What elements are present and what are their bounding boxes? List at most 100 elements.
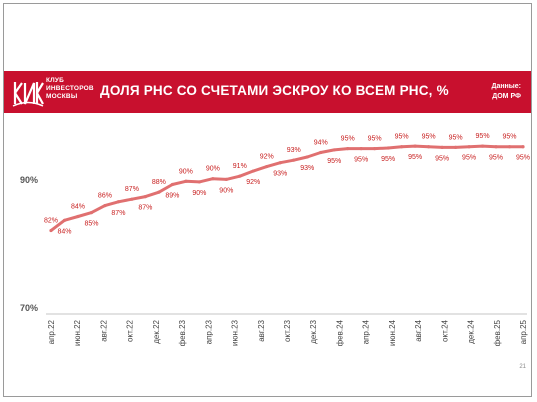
data-point bbox=[373, 147, 377, 151]
data-point bbox=[224, 177, 228, 181]
x-tick-label: окт.22 bbox=[126, 319, 135, 341]
data-point bbox=[453, 145, 458, 149]
x-tick-label: авг.24 bbox=[414, 319, 423, 341]
data-label: 94% bbox=[314, 139, 328, 146]
data-label: 95% bbox=[489, 155, 503, 162]
y-tick-label: 90% bbox=[20, 175, 38, 185]
data-label: 93% bbox=[273, 171, 287, 178]
header-banner: КЛУБ ИНВЕСТОРОВ МОСКВЫ ДОЛЯ РНС СО СЧЕТА… bbox=[4, 71, 531, 113]
data-point bbox=[292, 158, 296, 162]
x-tick-label: окт.23 bbox=[283, 319, 292, 341]
data-point bbox=[521, 145, 525, 149]
data-point bbox=[143, 195, 147, 199]
data-point bbox=[157, 190, 161, 194]
data-label: 95% bbox=[368, 136, 382, 143]
data-point bbox=[413, 144, 417, 148]
data-label: 87% bbox=[138, 205, 152, 212]
x-tick-label: фев.23 bbox=[178, 319, 187, 346]
data-point bbox=[197, 180, 201, 184]
data-label: 84% bbox=[57, 228, 71, 235]
x-tick-label: фев.25 bbox=[493, 319, 502, 346]
data-label: 93% bbox=[300, 165, 314, 172]
data-point bbox=[211, 177, 215, 181]
data-label: 90% bbox=[179, 168, 193, 175]
data-label: 92% bbox=[246, 179, 260, 186]
x-tick-label: июн.22 bbox=[73, 319, 82, 346]
data-point bbox=[332, 148, 336, 152]
data-label: 82% bbox=[44, 218, 58, 225]
y-tick-label: 70% bbox=[20, 303, 38, 313]
x-tick-label: авг.22 bbox=[99, 319, 108, 341]
data-label: 95% bbox=[462, 155, 476, 162]
escrow-share-chart: 70% 90% апр.22 июн.22 авг.22 окт.22 дек.22 фев.… bbox=[20, 133, 530, 346]
slide: КЛУБ ИНВЕСТОРОВ МОСКВЫ ДОЛЯ РНС СО СЧЕТА… bbox=[3, 3, 532, 397]
x-tick-label: июн.24 bbox=[388, 319, 397, 346]
data-label: 90% bbox=[206, 166, 220, 173]
club-logo-icon bbox=[10, 74, 46, 110]
data-point bbox=[386, 146, 390, 150]
data-label: 92% bbox=[260, 154, 274, 161]
data-label: 95% bbox=[408, 154, 422, 161]
data-point bbox=[49, 228, 53, 233]
data-point bbox=[184, 179, 188, 183]
data-label: 95% bbox=[354, 157, 368, 164]
data-label: 93% bbox=[287, 147, 301, 154]
data-point bbox=[507, 145, 512, 149]
data-point bbox=[76, 214, 80, 219]
data-label: 95% bbox=[381, 156, 395, 163]
data-point bbox=[278, 161, 282, 165]
data-point bbox=[89, 211, 94, 215]
x-tick-label: июн.23 bbox=[231, 319, 240, 346]
data-point bbox=[346, 147, 350, 151]
data-point bbox=[265, 164, 269, 169]
x-tick-label: апр.25 bbox=[519, 319, 528, 344]
x-tick-label: апр.23 bbox=[204, 319, 213, 344]
data-point bbox=[238, 174, 242, 178]
x-tick-label: дек.23 bbox=[309, 319, 318, 343]
x-tick-label: авг.23 bbox=[257, 319, 266, 341]
x-tick-label: дек.22 bbox=[152, 319, 161, 343]
data-point bbox=[116, 200, 121, 204]
data-label: 84% bbox=[71, 203, 85, 210]
data-point bbox=[62, 218, 67, 222]
data-point bbox=[400, 145, 404, 149]
data-label: 88% bbox=[152, 179, 166, 186]
data-label: 90% bbox=[192, 190, 206, 197]
data-point bbox=[319, 150, 323, 155]
page-title: ДОЛЯ РНС СО СЧЕТАМИ ЭСКРОУ КО ВСЕМ РНС, … bbox=[100, 83, 449, 98]
data-label: 85% bbox=[84, 221, 98, 228]
data-label: 95% bbox=[503, 134, 517, 141]
x-tick-label: апр.24 bbox=[362, 319, 371, 344]
data-label: 95% bbox=[435, 155, 449, 162]
x-tick-label: окт.24 bbox=[440, 319, 449, 341]
data-point bbox=[251, 169, 255, 173]
data-label: 87% bbox=[125, 186, 139, 193]
series-line bbox=[49, 144, 525, 233]
x-tick-label: дек.24 bbox=[467, 319, 476, 343]
data-point bbox=[170, 182, 174, 187]
data-label: 89% bbox=[165, 192, 179, 199]
data-point bbox=[103, 204, 107, 208]
data-point bbox=[359, 147, 363, 151]
logo-text: КЛУБ ИНВЕСТОРОВ МОСКВЫ bbox=[46, 77, 94, 100]
data-label: 86% bbox=[98, 193, 112, 200]
data-point bbox=[480, 144, 485, 148]
data-label: 95% bbox=[516, 155, 530, 162]
data-point bbox=[130, 197, 134, 201]
data-label: 95% bbox=[341, 136, 355, 143]
data-label: 95% bbox=[395, 134, 409, 141]
data-label: 91% bbox=[233, 163, 247, 170]
data-label: 95% bbox=[449, 134, 463, 141]
data-point bbox=[494, 145, 498, 149]
data-label: 95% bbox=[327, 158, 341, 165]
page-number: 21 bbox=[519, 364, 526, 370]
data-point bbox=[305, 155, 309, 159]
data-point bbox=[427, 145, 431, 149]
data-label: 95% bbox=[422, 134, 436, 141]
data-point bbox=[467, 145, 471, 149]
x-tick-label: фев.24 bbox=[335, 319, 344, 346]
data-label: 87% bbox=[111, 210, 125, 217]
data-label: 90% bbox=[219, 187, 233, 194]
data-label: 95% bbox=[476, 133, 490, 140]
x-tick-label: апр.22 bbox=[47, 319, 56, 344]
